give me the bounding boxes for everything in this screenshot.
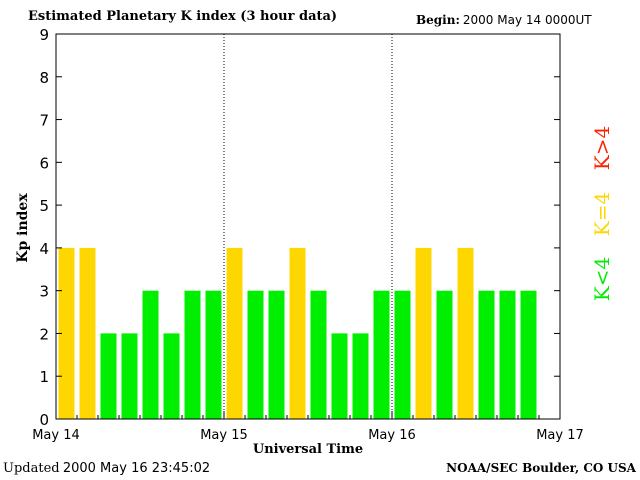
x-tick-label: May 15: [200, 428, 248, 443]
y-tick-label: 1: [39, 368, 49, 386]
kp-bar: [247, 290, 264, 419]
kp-bar: [499, 290, 516, 419]
kp-bar: [100, 333, 117, 419]
legend-entry: K<4: [590, 257, 614, 301]
kp-bar: [58, 247, 75, 419]
kp-bar: [289, 247, 306, 419]
kp-bar: [478, 290, 495, 419]
updated-label: Updated: [3, 461, 60, 476]
kp-bar: [163, 333, 180, 419]
kp-bar: [184, 290, 201, 419]
bars-group: [58, 247, 537, 419]
updated-info: Updated 2000 May 16 23:45:02: [3, 460, 210, 476]
y-tick-label: 7: [39, 112, 49, 130]
kp-bar: [352, 333, 369, 419]
y-tick-label: 4: [39, 240, 49, 258]
kp-bar: [142, 290, 159, 419]
y-tick-label: 5: [39, 197, 49, 215]
begin-value: 2000 May 14 0000UT: [462, 13, 592, 27]
kp-bar: [520, 290, 537, 419]
kp-bar: [415, 247, 432, 419]
begin-label: Begin:: [416, 13, 460, 27]
legend: K<4 K=4 K>4: [590, 126, 614, 301]
y-ticks: 0 1 2 3 4 5 6 7 8 9: [39, 26, 560, 429]
legend-entry: K>4: [590, 126, 614, 170]
day-separators: [223, 34, 393, 419]
kp-bar: [121, 333, 138, 419]
y-tick-label: 2: [39, 325, 49, 343]
kp-bar: [268, 290, 285, 419]
chart-title: Estimated Planetary K index (3 hour data…: [28, 9, 338, 24]
x-tick-label: May 16: [368, 428, 416, 443]
kp-bar: [226, 247, 243, 419]
y-tick-label: 8: [39, 69, 49, 87]
kp-bar: [310, 290, 327, 419]
x-tick-label: May 14: [32, 428, 80, 443]
y-tick-label: 0: [39, 411, 49, 429]
kp-bar: [394, 290, 411, 419]
kp-bar: [79, 247, 96, 419]
x-tick-label: May 17: [536, 428, 584, 443]
kp-bar: [373, 290, 390, 419]
x-ticks: May 14 May 15 May 16 May 17: [32, 411, 584, 443]
updated-value: 2000 May 16 23:45:02: [62, 461, 211, 476]
kp-bar: [205, 290, 222, 419]
kp-bar: [457, 247, 474, 419]
x-axis-label: Universal Time: [253, 442, 363, 457]
credit-text: NOAA/SEC Boulder, CO USA: [446, 461, 636, 475]
kp-bar: [436, 290, 453, 419]
begin-info: Begin: 2000 May 14 0000UT: [416, 13, 592, 28]
y-axis-label: Kp index: [15, 193, 31, 263]
y-tick-label: 6: [39, 154, 49, 172]
y-tick-label: 9: [39, 26, 49, 44]
y-tick-label: 3: [39, 283, 49, 301]
kp-bar: [331, 333, 348, 419]
legend-entry: K=4: [590, 192, 614, 236]
